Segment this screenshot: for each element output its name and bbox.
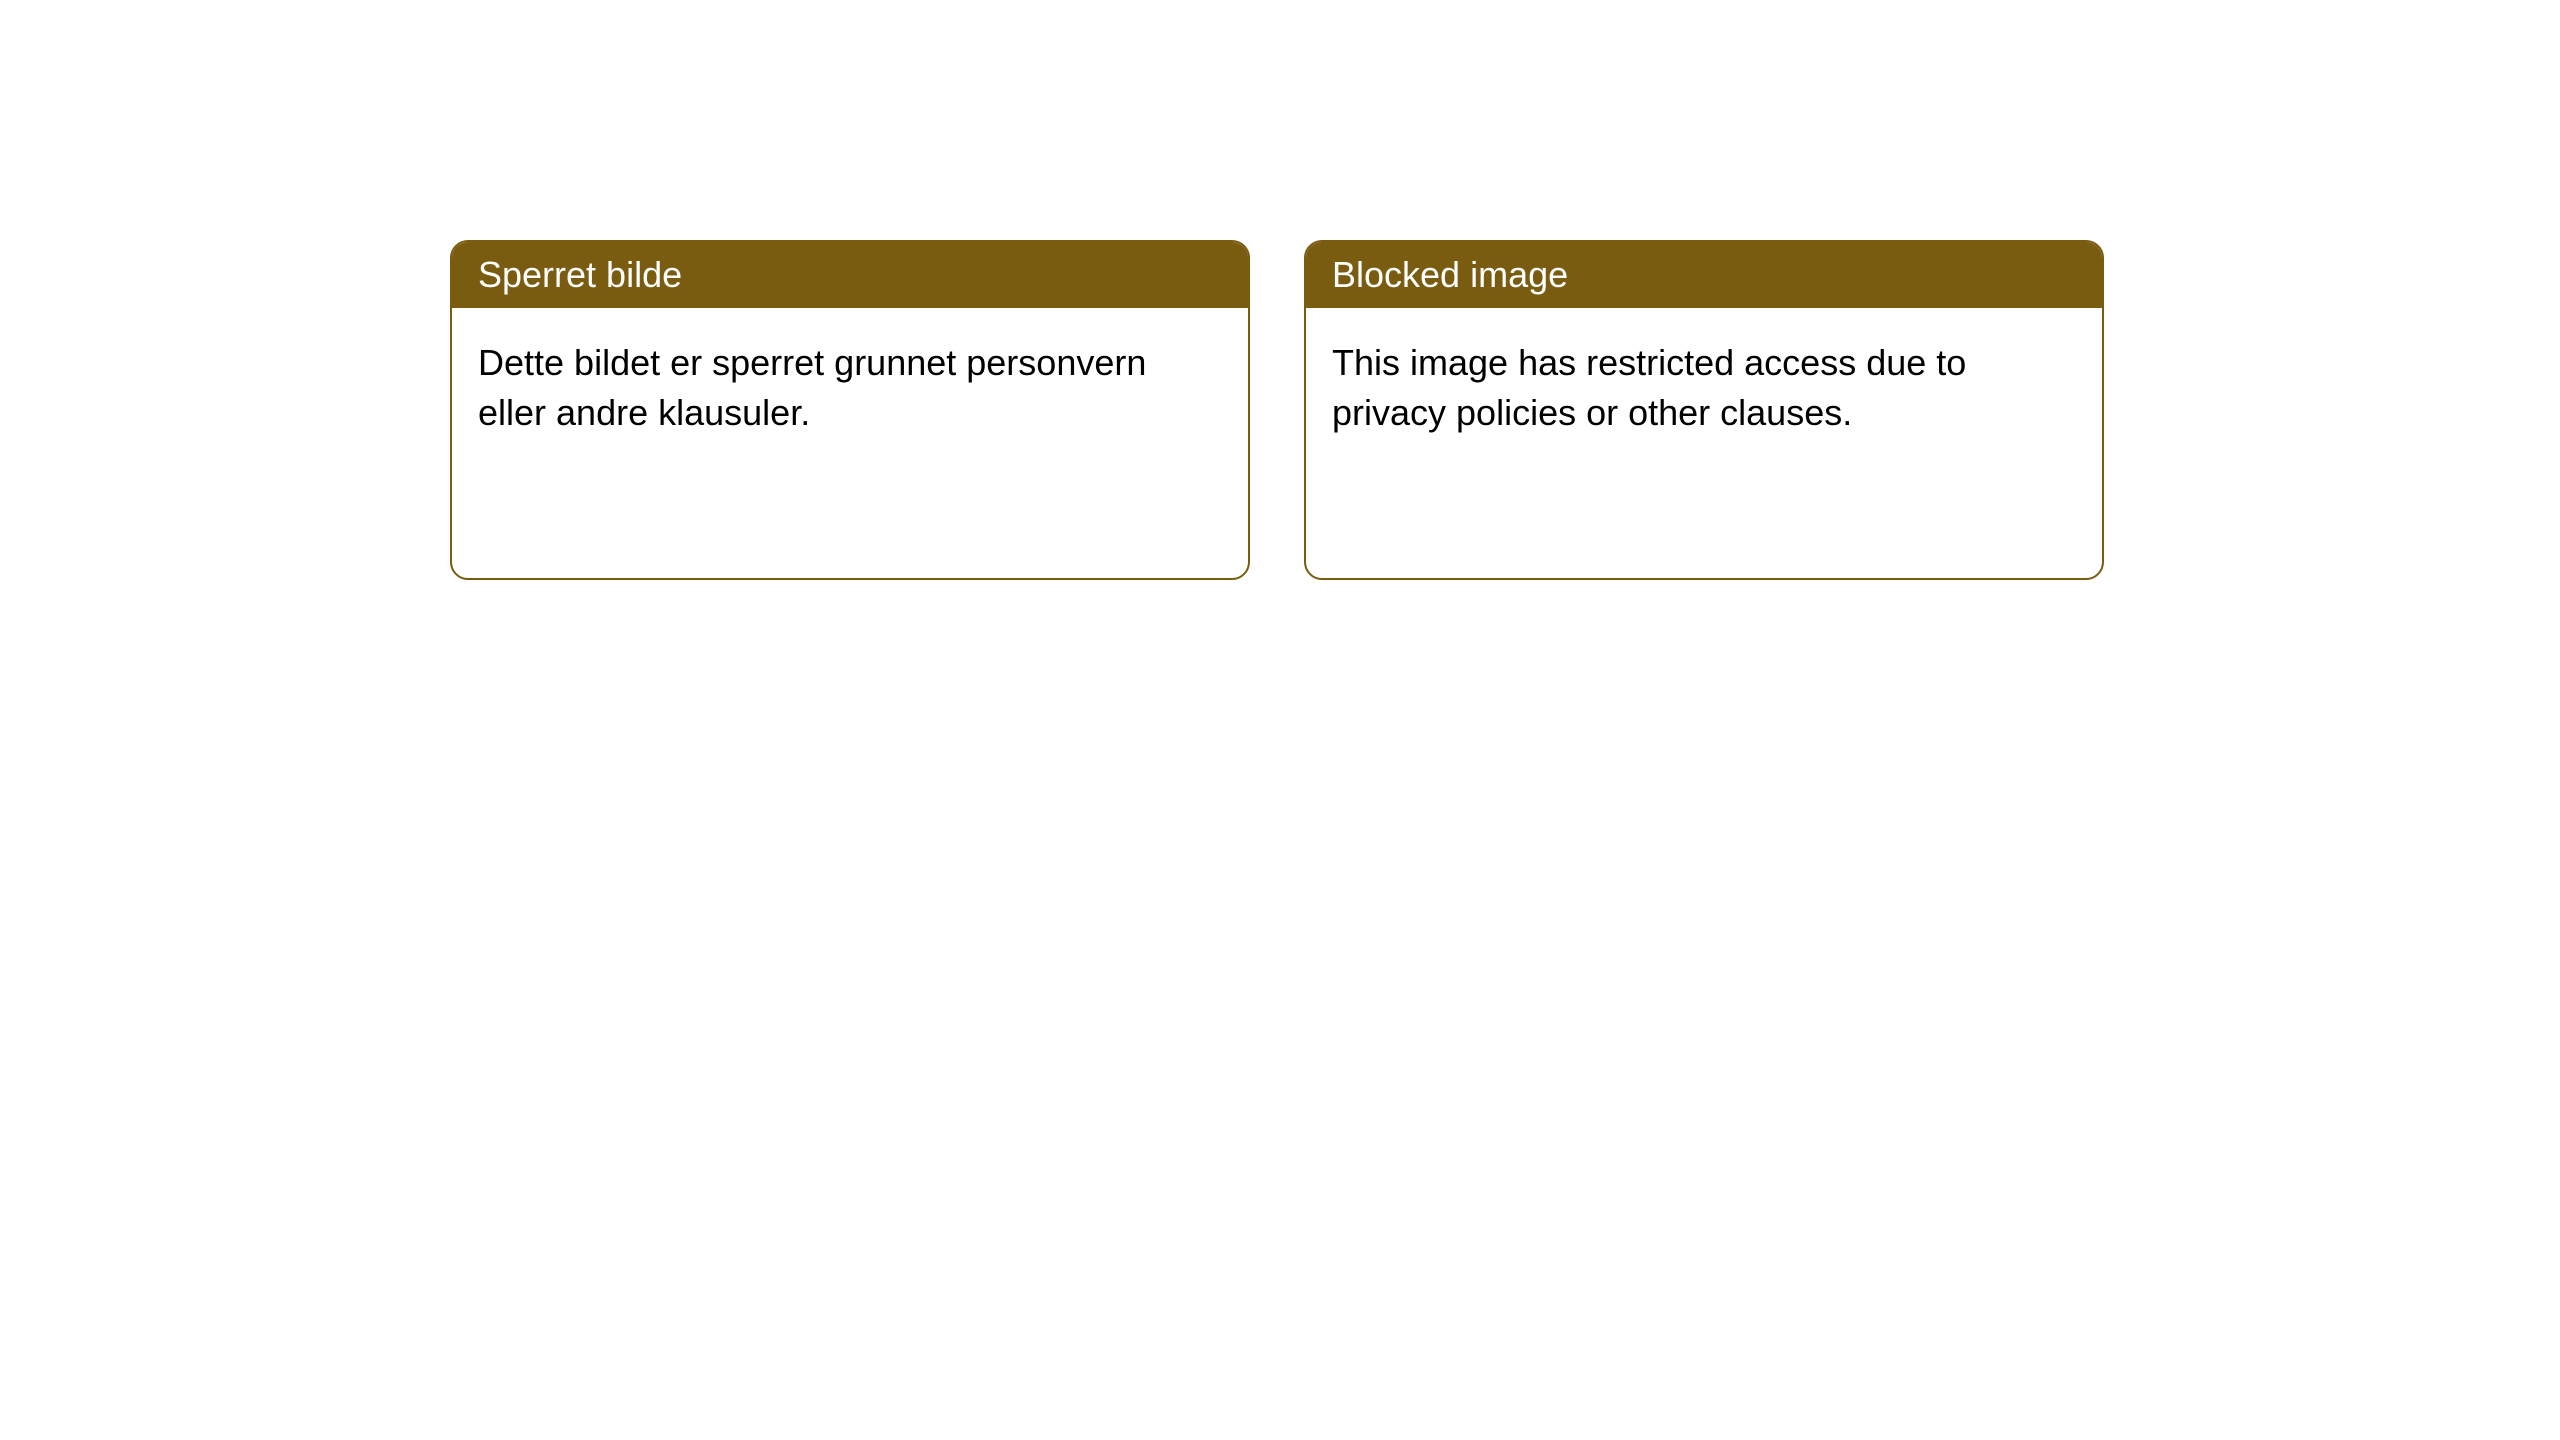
notice-box-no: Sperret bilde Dette bildet er sperret gr… <box>450 240 1250 580</box>
notice-body: This image has restricted access due to … <box>1306 308 2102 578</box>
notice-body: Dette bildet er sperret grunnet personve… <box>452 308 1248 578</box>
notices-container: Sperret bilde Dette bildet er sperret gr… <box>0 0 2560 580</box>
notice-header: Blocked image <box>1306 242 2102 308</box>
notice-header: Sperret bilde <box>452 242 1248 308</box>
notice-box-en: Blocked image This image has restricted … <box>1304 240 2104 580</box>
